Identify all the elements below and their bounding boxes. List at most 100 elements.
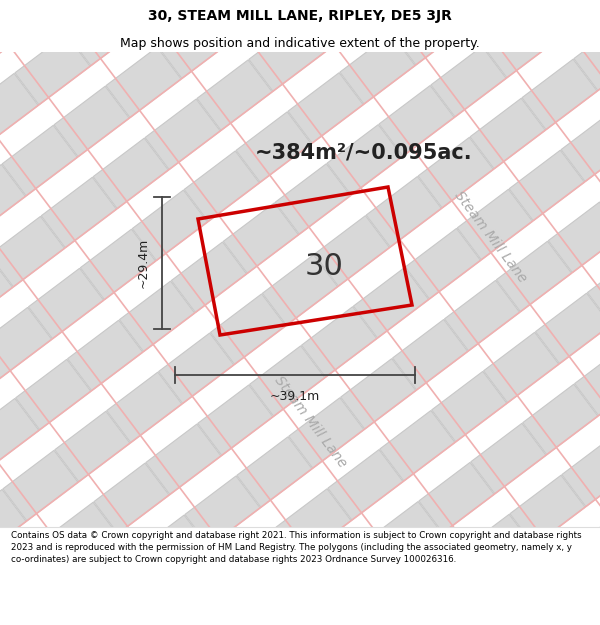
Polygon shape	[367, 501, 442, 572]
Polygon shape	[522, 59, 597, 129]
Polygon shape	[0, 164, 25, 235]
Polygon shape	[224, 528, 299, 598]
Polygon shape	[562, 436, 600, 506]
Polygon shape	[15, 34, 90, 105]
Polygon shape	[327, 124, 402, 195]
Polygon shape	[223, 203, 298, 273]
Polygon shape	[0, 216, 65, 287]
Polygon shape	[249, 21, 324, 91]
Polygon shape	[198, 385, 273, 456]
Polygon shape	[366, 176, 442, 247]
Polygon shape	[158, 8, 233, 79]
Polygon shape	[289, 398, 364, 468]
Text: ~39.1m: ~39.1m	[270, 390, 320, 403]
Polygon shape	[471, 423, 546, 494]
Polygon shape	[0, 74, 38, 144]
Polygon shape	[353, 268, 428, 338]
Polygon shape	[431, 46, 506, 117]
Polygon shape	[341, 359, 416, 429]
Polygon shape	[2, 126, 77, 196]
Text: Steam Mill Lane: Steam Mill Lane	[271, 374, 349, 471]
Polygon shape	[107, 372, 182, 442]
Polygon shape	[509, 150, 584, 221]
Polygon shape	[418, 138, 493, 208]
Polygon shape	[406, 229, 481, 299]
Polygon shape	[3, 451, 78, 521]
Polygon shape	[496, 241, 572, 312]
Polygon shape	[392, 0, 467, 65]
Text: 30, STEAM MILL LANE, RIPLEY, DE5 3JR: 30, STEAM MILL LANE, RIPLEY, DE5 3JR	[148, 9, 452, 23]
Polygon shape	[535, 0, 600, 39]
Polygon shape	[457, 189, 532, 260]
Polygon shape	[0, 308, 52, 378]
Polygon shape	[275, 164, 350, 234]
Text: ~384m²/~0.095ac.: ~384m²/~0.095ac.	[255, 142, 473, 162]
Polygon shape	[328, 449, 403, 520]
Polygon shape	[133, 515, 208, 586]
Polygon shape	[106, 47, 181, 118]
Polygon shape	[0, 399, 39, 469]
Polygon shape	[483, 8, 558, 78]
Polygon shape	[0, 256, 13, 326]
Polygon shape	[158, 333, 234, 404]
Polygon shape	[119, 281, 194, 351]
Polygon shape	[561, 111, 600, 181]
Polygon shape	[28, 268, 104, 339]
Text: Contains OS data © Crown copyright and database right 2021. This information is : Contains OS data © Crown copyright and d…	[11, 531, 581, 564]
Polygon shape	[315, 541, 390, 611]
Polygon shape	[93, 138, 169, 209]
Polygon shape	[210, 0, 285, 39]
Polygon shape	[523, 384, 598, 454]
Polygon shape	[67, 0, 142, 66]
Polygon shape	[146, 424, 221, 494]
Text: ~29.4m: ~29.4m	[137, 238, 150, 288]
Polygon shape	[250, 346, 325, 416]
Polygon shape	[288, 72, 363, 143]
Polygon shape	[484, 332, 559, 402]
Polygon shape	[0, 541, 65, 612]
Polygon shape	[431, 371, 507, 442]
Polygon shape	[55, 411, 130, 482]
Polygon shape	[0, 489, 26, 560]
Polygon shape	[184, 151, 259, 221]
Text: Steam Mill Lane: Steam Mill Lane	[451, 189, 529, 286]
Polygon shape	[276, 489, 351, 559]
Polygon shape	[68, 320, 143, 391]
Polygon shape	[510, 475, 585, 546]
Polygon shape	[548, 202, 600, 272]
Polygon shape	[236, 112, 311, 182]
Polygon shape	[185, 476, 260, 546]
Text: Map shows position and indicative extent of the property.: Map shows position and indicative extent…	[120, 38, 480, 51]
Polygon shape	[197, 60, 272, 131]
Polygon shape	[575, 345, 600, 416]
Polygon shape	[54, 86, 129, 157]
Polygon shape	[237, 437, 312, 508]
Polygon shape	[41, 177, 116, 248]
Polygon shape	[314, 216, 389, 286]
Polygon shape	[172, 242, 247, 312]
Text: 30: 30	[305, 252, 344, 281]
Polygon shape	[587, 254, 600, 324]
Polygon shape	[0, 0, 51, 53]
Polygon shape	[535, 293, 600, 364]
Polygon shape	[392, 319, 468, 390]
Polygon shape	[301, 0, 376, 52]
Polygon shape	[16, 359, 91, 430]
Polygon shape	[380, 411, 455, 481]
Polygon shape	[80, 229, 155, 299]
Polygon shape	[145, 99, 220, 169]
Polygon shape	[458, 514, 533, 585]
Polygon shape	[302, 307, 377, 377]
Polygon shape	[379, 86, 454, 156]
Polygon shape	[549, 527, 600, 598]
Polygon shape	[42, 503, 117, 572]
Polygon shape	[262, 255, 338, 325]
Polygon shape	[132, 190, 208, 261]
Polygon shape	[445, 281, 520, 351]
Polygon shape	[470, 98, 545, 169]
Polygon shape	[211, 294, 286, 364]
Polygon shape	[340, 34, 415, 104]
Polygon shape	[419, 462, 494, 533]
Polygon shape	[94, 463, 169, 534]
Polygon shape	[574, 20, 600, 91]
